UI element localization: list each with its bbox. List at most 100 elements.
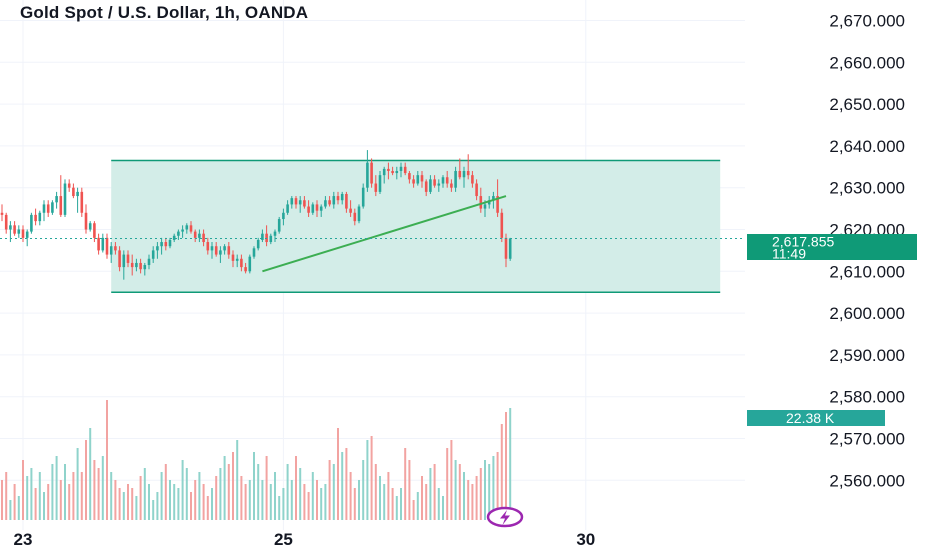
volume-label: 22.38 K bbox=[786, 410, 835, 426]
candle-body bbox=[25, 231, 29, 238]
volume-bar bbox=[484, 460, 486, 520]
volume-bar bbox=[114, 480, 117, 520]
candle-body bbox=[399, 166, 403, 171]
candle-body bbox=[487, 200, 491, 205]
lightning-glyph bbox=[500, 510, 510, 525]
candle-body bbox=[227, 246, 231, 255]
volume-bar bbox=[17, 496, 20, 520]
candle-body bbox=[403, 166, 407, 174]
candle-body bbox=[177, 231, 180, 236]
candle-body bbox=[147, 258, 151, 266]
candle-body bbox=[206, 242, 210, 251]
range-box bbox=[111, 160, 721, 293]
candle-body bbox=[160, 242, 163, 247]
candle-body bbox=[462, 170, 466, 178]
candle-body bbox=[38, 212, 42, 222]
candle-body bbox=[450, 183, 453, 188]
volume-bar bbox=[408, 460, 411, 520]
candle-body bbox=[290, 198, 294, 205]
volume-bar bbox=[160, 472, 163, 520]
volume-bar bbox=[509, 408, 512, 520]
volume-bar bbox=[421, 476, 423, 520]
volume-bar bbox=[240, 476, 243, 520]
volume-bar bbox=[85, 440, 87, 520]
price-axis[interactable]: 2,670.000 2,660.000 2,650.000 2,640.000 2,63… bbox=[829, 12, 905, 491]
y-tick-label: 2,560.000 bbox=[829, 471, 905, 490]
candle-body bbox=[97, 237, 100, 251]
candle-body bbox=[76, 191, 79, 197]
event-marker[interactable] bbox=[486, 506, 524, 528]
y-tick-label: 2,600.000 bbox=[829, 304, 905, 323]
volume-bar bbox=[34, 488, 37, 520]
volume-bar bbox=[190, 492, 192, 520]
volume-bar bbox=[454, 460, 457, 520]
volume-bar bbox=[101, 456, 104, 520]
volume-bar bbox=[223, 456, 226, 520]
candle-body bbox=[143, 265, 147, 270]
candle-body bbox=[59, 196, 63, 215]
chart-title: Gold Spot / U.S. Dollar, 1h, OANDA bbox=[20, 3, 309, 22]
volume-bar bbox=[215, 476, 218, 520]
volume-bar bbox=[139, 476, 142, 520]
candle-body bbox=[273, 231, 277, 236]
volume-bar bbox=[328, 460, 331, 520]
candle-body bbox=[84, 212, 88, 230]
volume-bar bbox=[303, 484, 306, 520]
volume-bar bbox=[488, 464, 491, 520]
candle-body bbox=[202, 233, 205, 243]
volume-bar bbox=[282, 488, 285, 520]
volume-bar bbox=[164, 464, 167, 520]
volume-bar bbox=[320, 488, 323, 520]
time-axis[interactable]: 23 25 30 bbox=[14, 530, 596, 549]
candle-body bbox=[420, 175, 424, 182]
candle-body bbox=[471, 175, 474, 184]
volume-bar bbox=[446, 448, 449, 520]
candle-body bbox=[34, 214, 37, 222]
volume-bar bbox=[89, 428, 92, 520]
x-tick-label: 25 bbox=[274, 530, 293, 549]
candle-body bbox=[336, 196, 340, 201]
volume-bar bbox=[345, 448, 348, 520]
trendline bbox=[262, 195, 507, 273]
volume-bar bbox=[118, 488, 121, 520]
candle-body bbox=[429, 179, 432, 192]
volume-bar bbox=[295, 456, 297, 520]
candle-body bbox=[240, 258, 243, 268]
volume-bar bbox=[9, 500, 12, 520]
candle-body bbox=[46, 204, 50, 213]
y-tick-label: 2,570.000 bbox=[829, 430, 905, 449]
volume-bar bbox=[362, 460, 365, 520]
volume-bar bbox=[353, 488, 356, 520]
candle-body bbox=[357, 206, 361, 222]
candle-body bbox=[80, 191, 84, 213]
volume-bar bbox=[458, 464, 461, 520]
y-tick-label: 2,580.000 bbox=[829, 388, 905, 407]
candle-body bbox=[109, 246, 113, 255]
volume-bar bbox=[13, 484, 16, 520]
volume-bar bbox=[248, 480, 251, 520]
candle-body bbox=[441, 177, 445, 184]
volume-bar bbox=[496, 452, 499, 520]
candle-body bbox=[349, 208, 352, 213]
volume-bar bbox=[387, 472, 390, 520]
candle-body bbox=[391, 170, 394, 174]
candle-body bbox=[55, 196, 58, 203]
volume-bar bbox=[366, 440, 369, 520]
volume-bar bbox=[400, 488, 402, 520]
y-tick-label: 2,670.000 bbox=[829, 12, 905, 31]
candle-body bbox=[412, 179, 415, 184]
volume-bar bbox=[450, 440, 453, 520]
volume-bar bbox=[185, 468, 188, 520]
volume-bar bbox=[169, 480, 171, 520]
candle-body bbox=[387, 168, 390, 171]
volume-bar bbox=[274, 472, 276, 520]
volume-bar bbox=[349, 472, 352, 520]
candle-body bbox=[492, 196, 495, 201]
candle-body bbox=[88, 223, 92, 230]
volume-bar bbox=[261, 480, 264, 520]
volume-bar bbox=[156, 492, 159, 520]
candle-body bbox=[63, 183, 67, 215]
volume-bar bbox=[72, 472, 75, 520]
candle-body bbox=[366, 162, 369, 188]
